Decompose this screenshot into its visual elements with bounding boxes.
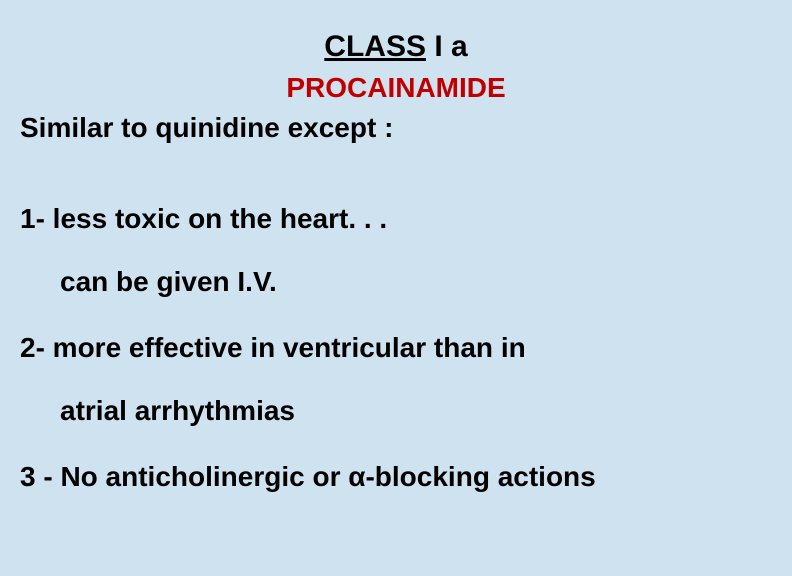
point-1-sub: can be given I.V.: [60, 266, 772, 298]
slide-title: CLASS I a: [20, 30, 772, 64]
point-2-line2: atrial arrhythmias: [60, 395, 772, 427]
title-underlined-part: CLASS: [324, 30, 426, 63]
point-2-line1: 2- more effective in ventricular than in: [20, 328, 772, 367]
slide-subtitle: PROCAINAMIDE: [20, 72, 772, 104]
point-3: 3 - No anticholinergic or α-blocking act…: [20, 457, 772, 496]
intro-text: Similar to quinidine except :: [20, 112, 772, 144]
title-rest-part: I a: [426, 30, 468, 63]
point-1: 1- less toxic on the heart. . .: [20, 199, 772, 238]
